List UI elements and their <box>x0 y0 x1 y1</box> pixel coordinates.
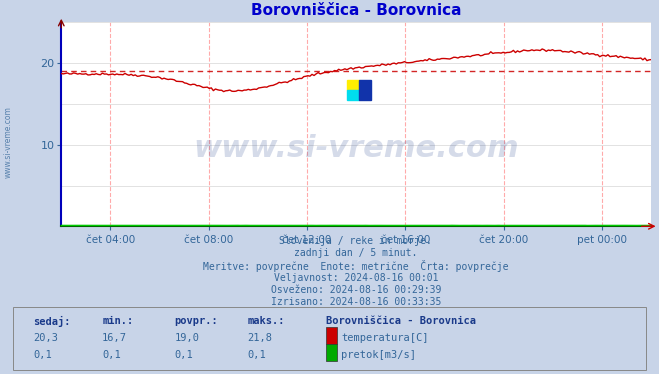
Text: zadnji dan / 5 minut.: zadnji dan / 5 minut. <box>294 248 418 258</box>
Text: 19,0: 19,0 <box>175 333 200 343</box>
Bar <box>347 90 359 100</box>
Text: www.si-vreme.com: www.si-vreme.com <box>193 134 519 163</box>
Text: pretok[m3/s]: pretok[m3/s] <box>341 350 416 360</box>
Text: 16,7: 16,7 <box>102 333 127 343</box>
Text: 0,1: 0,1 <box>175 350 193 360</box>
Bar <box>359 80 371 100</box>
Text: Izrisano: 2024-08-16 00:33:35: Izrisano: 2024-08-16 00:33:35 <box>271 297 441 307</box>
Text: temperatura[C]: temperatura[C] <box>341 333 429 343</box>
Text: Slovenija / reke in morje.: Slovenija / reke in morje. <box>279 236 432 246</box>
Text: Veljavnost: 2024-08-16 00:01: Veljavnost: 2024-08-16 00:01 <box>273 273 438 283</box>
Text: 0,1: 0,1 <box>33 350 51 360</box>
Text: 20,3: 20,3 <box>33 333 58 343</box>
Text: sedaj:: sedaj: <box>33 316 71 327</box>
Title: Borovniščica - Borovnica: Borovniščica - Borovnica <box>251 3 461 18</box>
Bar <box>347 80 359 90</box>
Text: maks.:: maks.: <box>247 316 285 326</box>
Text: 21,8: 21,8 <box>247 333 272 343</box>
Text: 0,1: 0,1 <box>247 350 266 360</box>
Text: Meritve: povprečne  Enote: metrične  Črta: povprečje: Meritve: povprečne Enote: metrične Črta:… <box>203 260 509 272</box>
Text: Borovniščica - Borovnica: Borovniščica - Borovnica <box>326 316 476 326</box>
Text: Osveženo: 2024-08-16 00:29:39: Osveženo: 2024-08-16 00:29:39 <box>271 285 441 295</box>
Text: povpr.:: povpr.: <box>175 316 218 326</box>
Text: www.si-vreme.com: www.si-vreme.com <box>4 106 13 178</box>
Text: min.:: min.: <box>102 316 133 326</box>
Text: 0,1: 0,1 <box>102 350 121 360</box>
